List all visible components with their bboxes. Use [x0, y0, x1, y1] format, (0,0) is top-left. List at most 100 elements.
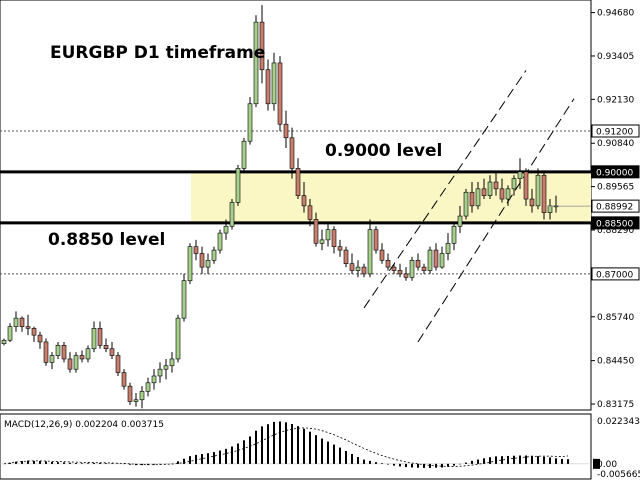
candle-body	[313, 219, 319, 244]
candle-body	[43, 341, 49, 363]
candle-body	[289, 137, 295, 169]
level-price-label: 0.88500	[596, 219, 633, 229]
candle-body	[229, 202, 235, 227]
level-price-label-box	[591, 165, 640, 179]
candle-body	[103, 345, 109, 350]
candle-body	[91, 328, 97, 350]
candle-body	[199, 253, 205, 268]
macd-value-marker	[593, 458, 600, 469]
price-tick-label: 0.92130	[597, 95, 634, 105]
candle-body	[307, 205, 313, 220]
candle-body	[415, 259, 421, 268]
candle-body	[523, 171, 529, 200]
macd-indicator-label: MACD(12,26,9) 0.002204 0.003715	[4, 420, 164, 430]
candle-body	[355, 266, 361, 271]
candle-body	[127, 385, 133, 402]
candle-body	[283, 123, 289, 139]
candle-body	[259, 21, 265, 71]
price-tick-label: 0.89565	[597, 183, 634, 193]
candle-body	[505, 188, 511, 200]
current-price-label-box	[591, 199, 640, 213]
candle-body	[61, 345, 67, 360]
candle-body	[295, 168, 301, 196]
candle-body	[73, 355, 79, 370]
candle-body	[337, 246, 343, 251]
candle-body	[421, 266, 427, 271]
candle-body	[511, 178, 517, 190]
candle-body	[319, 239, 325, 244]
candle-body	[181, 280, 187, 319]
candle-body	[487, 181, 493, 196]
candle-body	[469, 191, 475, 207]
support-resistance-zone	[191, 171, 591, 223]
candle-body	[253, 21, 259, 105]
price-tick-label: 0.85740	[597, 313, 634, 323]
candle-body	[331, 229, 337, 247]
level-price-label-box	[591, 124, 640, 138]
candle-body	[385, 259, 391, 268]
candle-body	[457, 215, 463, 227]
candle-body	[475, 188, 481, 207]
candle-body	[241, 140, 247, 169]
candle-body	[175, 317, 181, 360]
candle-body	[367, 229, 373, 275]
price-tick-label: 0.90840	[597, 139, 634, 149]
candle-body	[49, 355, 55, 363]
price-tick-label: 0.88290	[597, 226, 634, 236]
macd-panel-frame	[0, 413, 592, 480]
candle-body	[109, 348, 115, 356]
candle-body	[169, 358, 175, 367]
macd-tick-label: 0.022343	[597, 417, 640, 427]
candle-body	[265, 69, 271, 105]
candle-body	[409, 259, 415, 278]
candle-body	[427, 249, 433, 271]
macd-tick-label: -0.005665	[597, 470, 640, 480]
level-price-label: 0.90000	[596, 168, 633, 178]
candle-body	[277, 62, 283, 125]
level-annotation-0.8850: 0.8850 level	[48, 230, 165, 250]
candle-body	[445, 242, 451, 254]
candle-body	[391, 266, 397, 271]
candle-body	[67, 358, 73, 370]
candle-body	[271, 62, 277, 105]
candle-body	[439, 253, 445, 268]
candle-body	[139, 390, 145, 401]
level-price-label: 0.91200	[596, 127, 633, 137]
candle-body	[379, 249, 385, 261]
candle-body	[193, 246, 199, 254]
candle-body	[85, 348, 91, 360]
candle-body	[211, 249, 217, 261]
candle-body	[187, 246, 193, 282]
candle-body	[79, 355, 85, 360]
candle-body	[1, 339, 7, 344]
candle-body	[535, 174, 541, 207]
candle-body	[325, 229, 331, 241]
candle-body	[151, 375, 157, 384]
candle-body	[163, 365, 169, 370]
channel-line-2	[417, 98, 575, 343]
candle-body	[547, 205, 553, 213]
candle-body	[373, 229, 379, 251]
candle-body	[31, 328, 37, 336]
level-annotation-0.9000: 0.9000 level	[325, 141, 442, 161]
candle-body	[493, 181, 499, 190]
channel-line-1	[363, 70, 527, 309]
price-tick-label: 0.83175	[597, 400, 634, 410]
candle-body	[115, 355, 121, 373]
candle-body	[433, 249, 439, 268]
candle-body	[37, 334, 43, 343]
candle-body	[301, 195, 307, 207]
candle-body	[223, 225, 229, 234]
candle-body	[19, 317, 25, 327]
chart-title: EURGBP D1 timeframe	[50, 43, 265, 63]
candle-body	[7, 326, 13, 341]
candle-body	[463, 191, 469, 217]
candle-body	[25, 326, 31, 329]
current-price-label: 0.88992	[596, 203, 633, 213]
candle-body	[517, 171, 523, 179]
candle-body	[145, 382, 151, 392]
level-price-label: 0.87000	[596, 270, 633, 280]
candle-body	[361, 266, 367, 275]
price-tick-label: 0.94680	[597, 9, 634, 19]
